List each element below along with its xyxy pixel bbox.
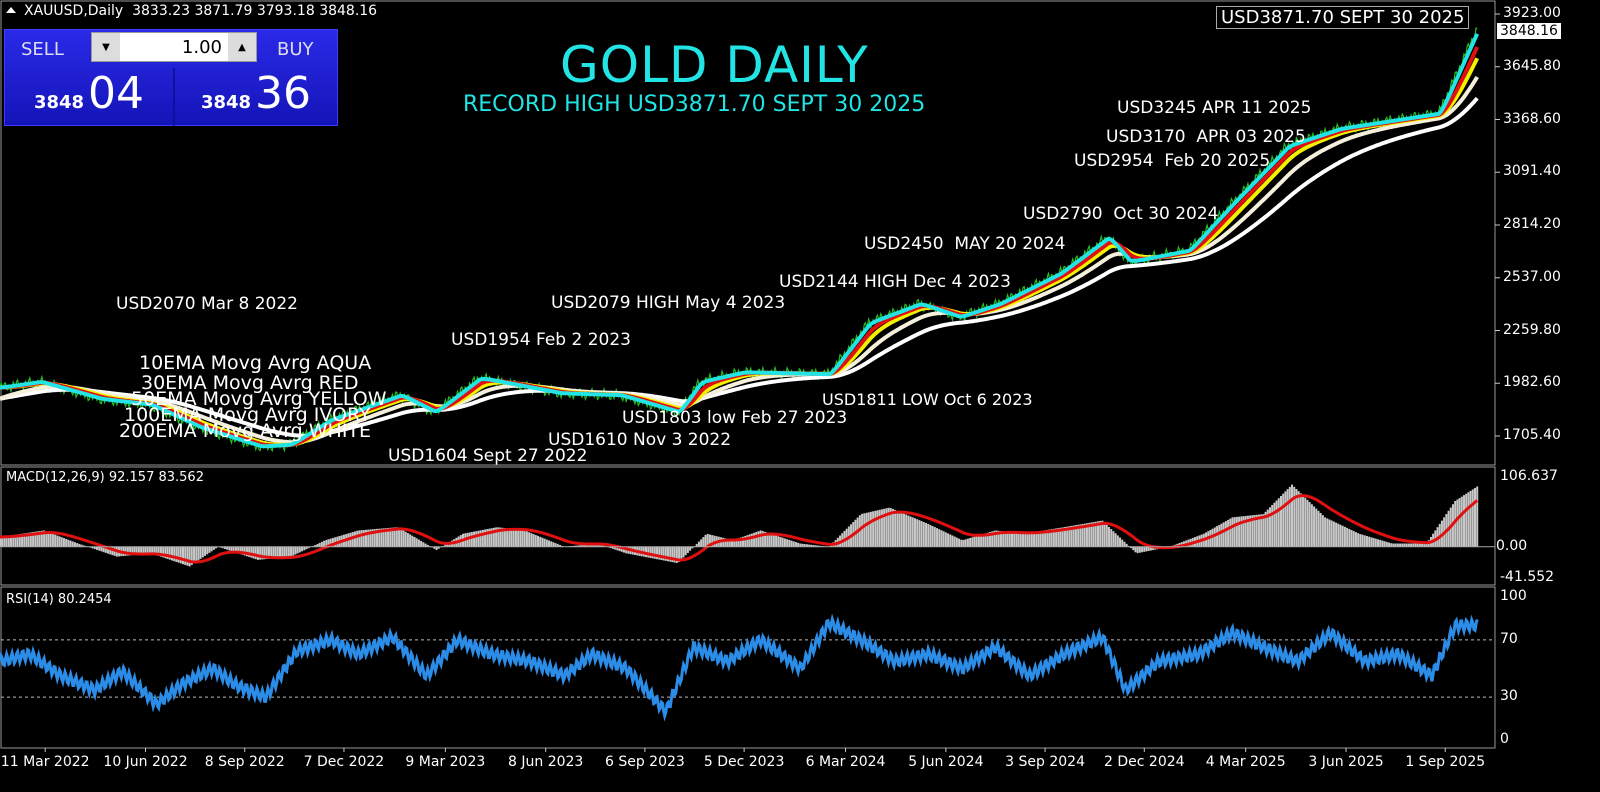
- time-axis-tick: 11 Mar 2022: [0, 754, 90, 770]
- time-axis-tick: 3 Jun 2025: [1308, 754, 1384, 770]
- buy-price-prefix: 3848: [200, 92, 252, 113]
- macd-signal-line: [0, 494, 1479, 564]
- lot-size-stepper[interactable]: ▼ 1.00 ▲: [91, 32, 257, 62]
- time-axis-tick: 2 Dec 2024: [1104, 754, 1185, 770]
- rsi-axis-tick: 30: [1500, 688, 1518, 705]
- buy-button[interactable]: BUY: [277, 34, 314, 64]
- buy-price-pips: 36: [255, 68, 312, 119]
- annotation: USD2790 Oct 30 2024: [1023, 204, 1219, 224]
- sell-price-pips: 04: [88, 68, 145, 119]
- buy-quote[interactable]: 3848 36: [173, 68, 337, 126]
- decrease-lot-button[interactable]: ▼: [92, 33, 120, 61]
- annotation: USD3170 APR 03 2025: [1106, 127, 1306, 147]
- price-axis-tick: 3923.00: [1503, 5, 1561, 21]
- increase-lot-button[interactable]: ▲: [228, 33, 256, 61]
- annotation: USD1803 low Feb 27 2023: [622, 408, 848, 428]
- ohlc-low: 3793.18: [256, 3, 315, 19]
- macd-axis-tick: -41.552: [1500, 569, 1555, 585]
- ohlc-high: 3871.79: [194, 3, 253, 19]
- annotation: USD1811 LOW Oct 6 2023: [822, 390, 1033, 409]
- price-axis-tick: 2537.00: [1503, 268, 1561, 285]
- rsi-axis-tick: 0: [1500, 731, 1509, 747]
- ma-legend-100ema: 100EMA Movg Avrg IVORY: [124, 404, 371, 426]
- rsi-panel-frame: [0, 586, 1496, 749]
- time-axis-tick: 6 Mar 2024: [805, 754, 886, 770]
- macd-axis-tick: 106.637: [1500, 468, 1558, 484]
- time-axis-tick: 5 Jun 2024: [908, 754, 984, 770]
- rsi-line: [0, 613, 1479, 722]
- ema-100-line: [0, 75, 1479, 445]
- rsi-axis-tick: 70: [1500, 630, 1518, 647]
- time-axis-tick: 4 Mar 2025: [1205, 754, 1286, 770]
- record-high-box: USD3871.70 SEPT 30 2025: [1216, 6, 1470, 29]
- price-axis-tick: 3091.40: [1503, 163, 1561, 180]
- sell-button[interactable]: SELL: [21, 34, 64, 64]
- time-axis-tick: 8 Jun 2023: [508, 754, 584, 770]
- time-axis-tick: 3 Sep 2024: [1005, 754, 1085, 770]
- price-axis-tick: 3368.60: [1503, 110, 1561, 127]
- symbol-header: XAUUSD,Daily 3833.23 3871.79 3793.18 384…: [6, 3, 377, 19]
- annotation: USD2070 Mar 8 2022: [116, 294, 298, 314]
- triangle-up-icon: [6, 7, 16, 13]
- ohlc-open: 3833.23: [132, 3, 191, 19]
- annotation: USD2954 Feb 20 2025: [1074, 151, 1271, 171]
- macd-panel-frame: [0, 466, 1496, 586]
- current-price-tag: 3848.16: [1497, 23, 1561, 39]
- ema-10-line: [0, 32, 1480, 449]
- time-axis-tick: 8 Sep 2022: [204, 754, 285, 770]
- annotation: USD3245 APR 11 2025: [1117, 98, 1312, 118]
- annotation: USD1954 Feb 2 2023: [451, 330, 631, 350]
- annotation: USD1610 Nov 3 2022: [548, 430, 732, 450]
- sell-price-prefix: 3848: [33, 92, 85, 113]
- ma-legend-10ema: 10EMA Movg Avrg AQUA: [139, 352, 372, 374]
- time-axis-tick: 9 Mar 2023: [405, 754, 486, 770]
- annotation: USD1604 Sept 27 2022: [388, 446, 588, 466]
- ma-legend-50ema: 50EMA Movg Avrg YELLOW: [131, 388, 387, 410]
- lot-size-input[interactable]: 1.00: [181, 36, 222, 58]
- time-axis-tick: 10 Jun 2022: [103, 754, 188, 770]
- chart-title: GOLD DAILY: [560, 36, 869, 94]
- chart-subtitle: RECORD HIGH USD3871.70 SEPT 30 2025: [463, 92, 926, 117]
- one-click-trade-panel: SELL ▼ 1.00 ▲ BUY 3848 04 3848 36: [4, 29, 338, 126]
- price-axis-tick: 3645.80: [1503, 57, 1561, 74]
- price-panel-frame: [0, 0, 1496, 466]
- ma-legend-30ema: 30EMA Movg Avrg RED: [141, 372, 359, 394]
- time-axis-tick: 7 Dec 2022: [303, 754, 385, 770]
- annotation: USD2450 MAY 20 2024: [864, 234, 1066, 254]
- macd-axis-tick: 0.00: [1496, 537, 1528, 554]
- sell-quote[interactable]: 3848 04: [7, 68, 171, 126]
- time-axis-tick: 1 Sep 2025: [1405, 754, 1486, 770]
- macd-label: MACD(12,26,9) 92.157 83.562: [6, 470, 204, 485]
- symbol-name: XAUUSD,Daily: [24, 3, 124, 19]
- annotation: USD2144 HIGH Dec 4 2023: [779, 272, 1011, 292]
- rsi-label: RSI(14) 80.2454: [6, 592, 112, 607]
- ema-200-line: [0, 96, 1479, 438]
- time-axis-tick: 6 Sep 2023: [604, 754, 685, 770]
- time-axis-tick: 5 Dec 2023: [703, 754, 785, 770]
- ma-legend-200ema: 200EMA Movg Avrg WHITE: [119, 420, 372, 442]
- price-axis-tick: 1982.60: [1503, 374, 1561, 391]
- price-axis-tick: 1705.40: [1503, 427, 1561, 443]
- ohlc-close: 3848.16: [319, 3, 378, 19]
- annotation: USD2079 HIGH May 4 2023: [551, 293, 786, 313]
- rsi-axis-tick: 100: [1500, 588, 1527, 604]
- price-axis-tick: 2814.20: [1503, 216, 1561, 232]
- price-axis-tick: 2259.80: [1503, 321, 1561, 338]
